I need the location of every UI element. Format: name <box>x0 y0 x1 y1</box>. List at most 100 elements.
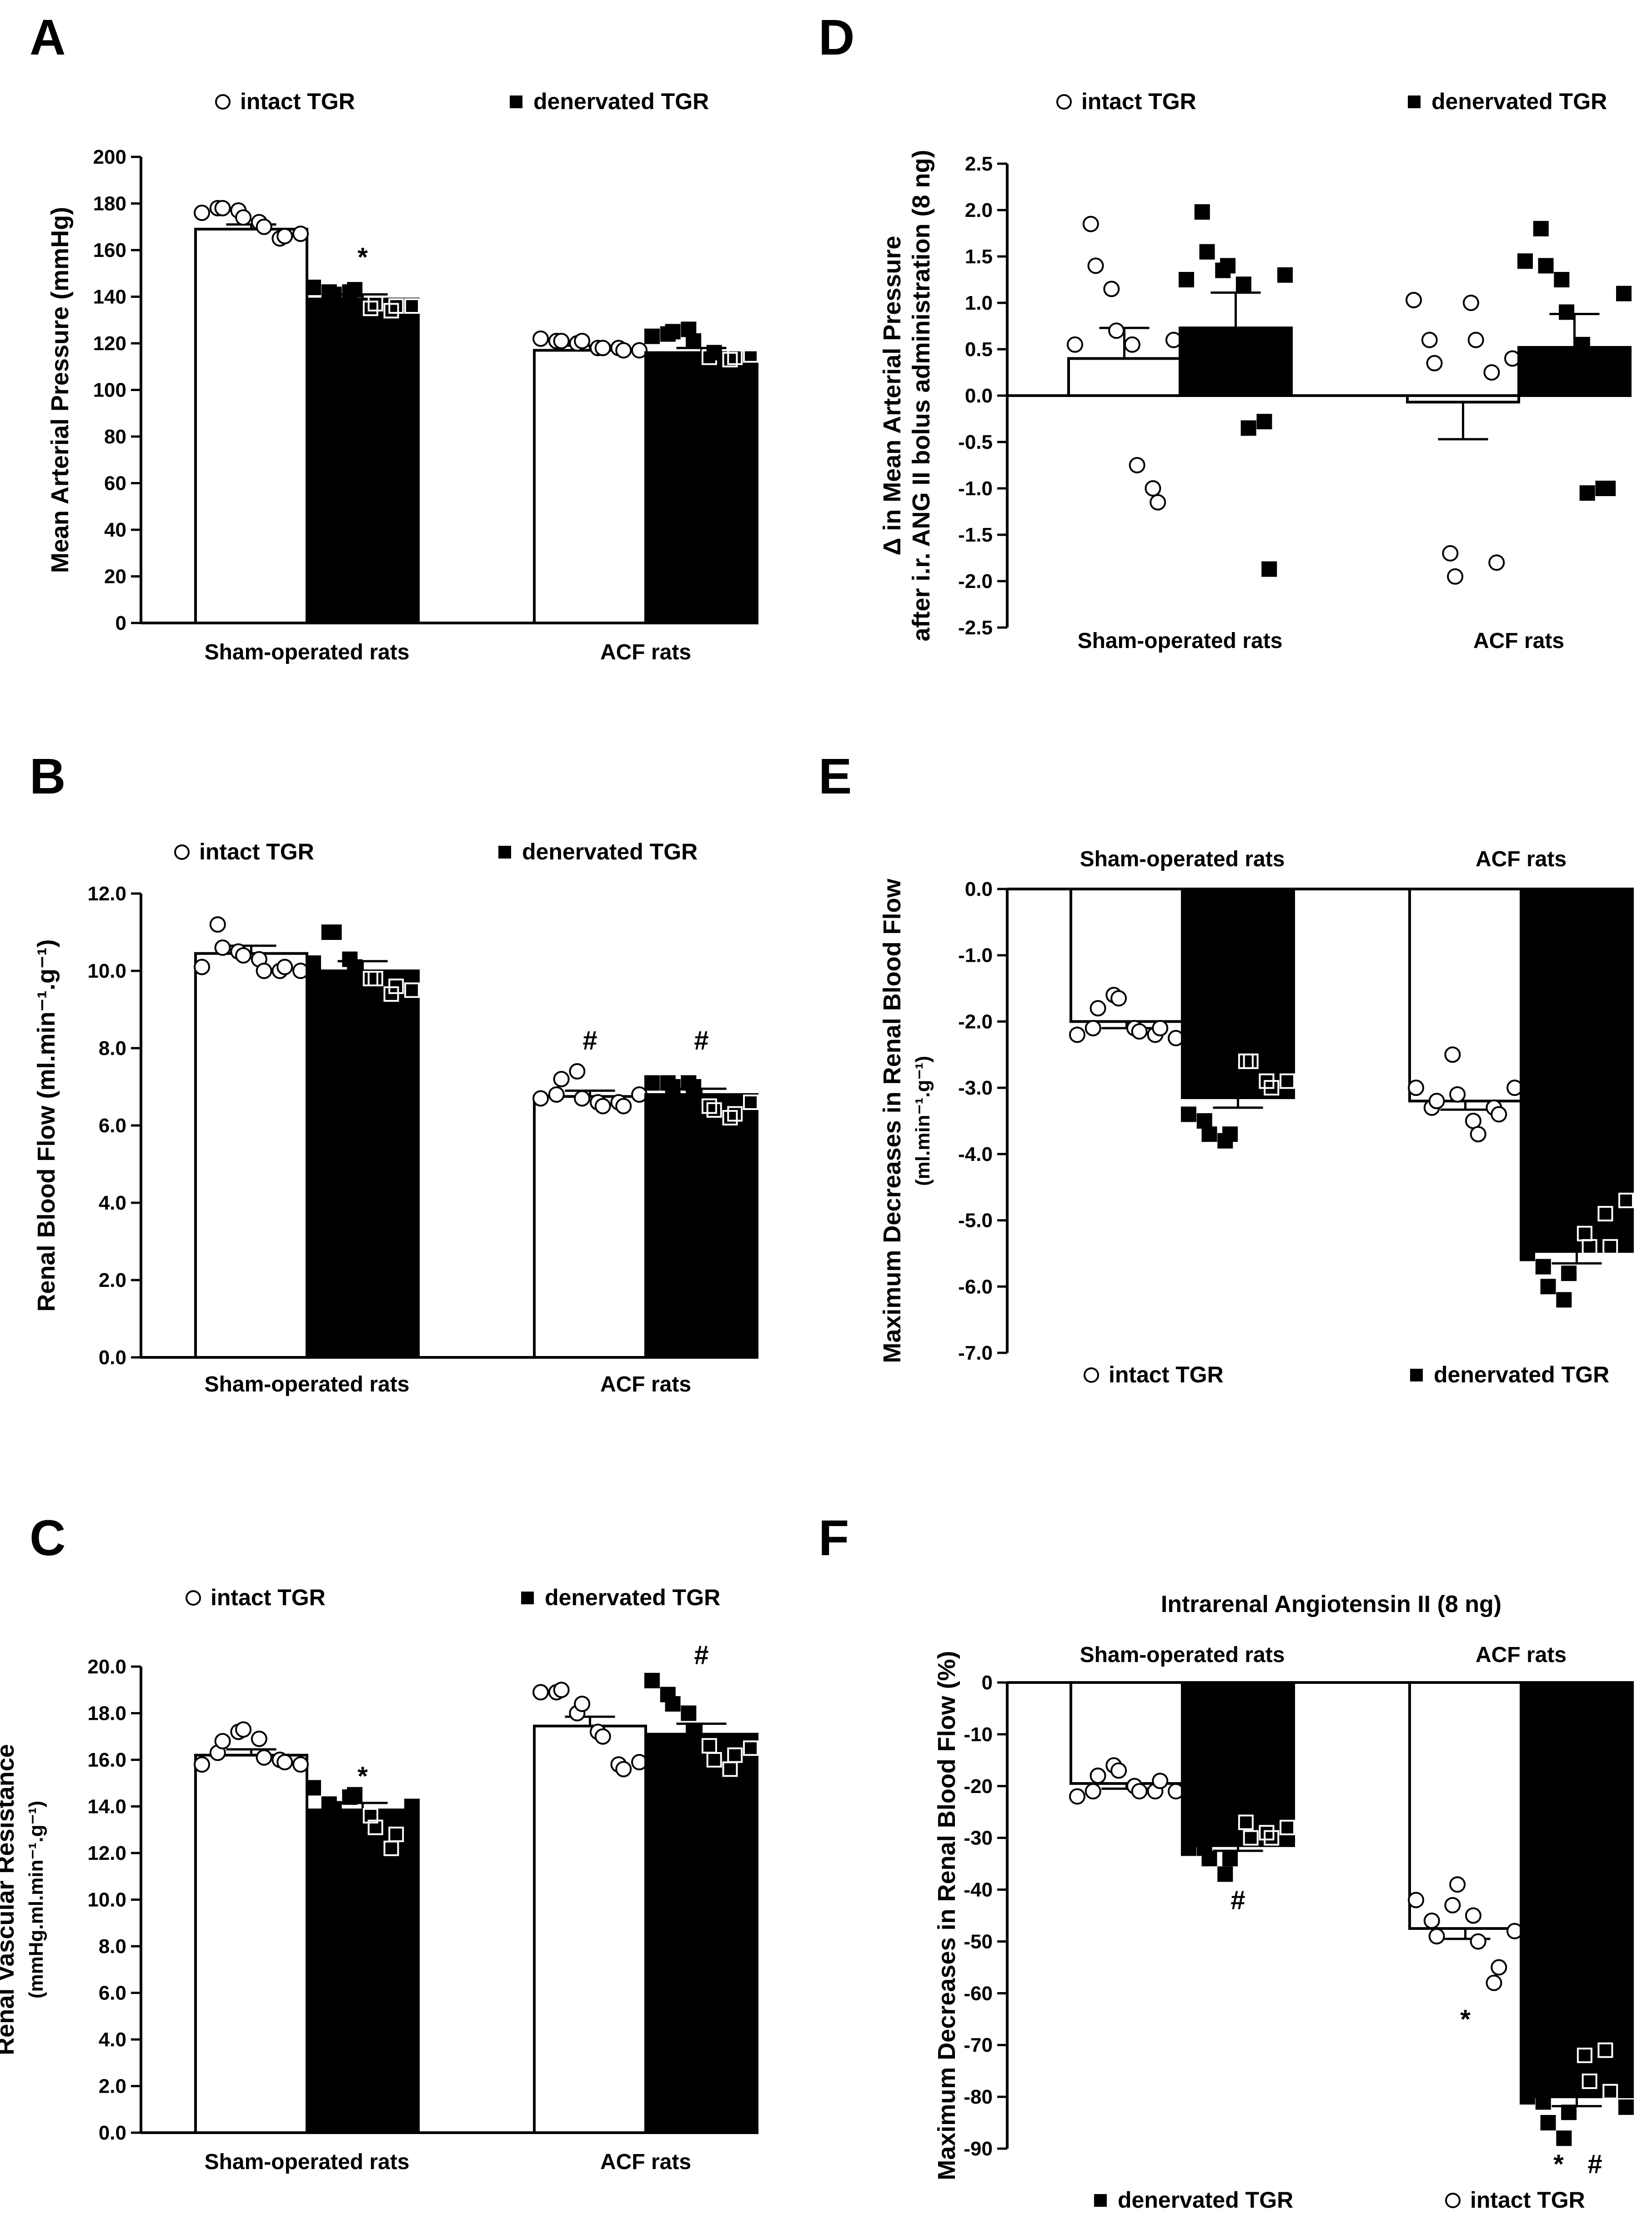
category-label: Sham-operated rats <box>1080 1643 1285 1667</box>
data-point <box>1447 568 1464 585</box>
y-tick-label: 1.5 <box>965 246 993 268</box>
data-point <box>276 959 293 975</box>
y-tick-label: 14.0 <box>87 1796 126 1818</box>
bar <box>194 1753 308 2134</box>
significance-marker: # <box>582 1026 597 1055</box>
category-label: ACF rats <box>1476 847 1567 871</box>
data-point <box>722 1110 738 1125</box>
y-tick-label: -20 <box>964 1775 993 1798</box>
data-point <box>1264 1830 1280 1846</box>
y-tick-label: -80 <box>964 2086 993 2108</box>
legend-filled-square-icon <box>1410 1369 1423 1381</box>
data-point <box>686 1724 702 1740</box>
data-point <box>574 332 591 349</box>
bar <box>194 227 308 624</box>
data-point <box>404 298 420 314</box>
bar <box>1517 346 1632 397</box>
data-point <box>1423 1912 1440 1929</box>
legend-label: intact TGR <box>211 1585 326 1610</box>
data-point <box>404 982 420 998</box>
data-point <box>1465 1907 1481 1924</box>
data-point <box>1280 1073 1295 1089</box>
y-axis-label: (mmHg.ml.min⁻¹.g⁻¹) <box>25 1801 47 1999</box>
legend-label: intact TGR <box>1081 89 1196 114</box>
y-axis-label: Mean Arterial Pressure (mmHg) <box>46 207 74 573</box>
data-point <box>727 1747 743 1763</box>
panel-letter: A <box>30 10 65 65</box>
y-tick-label: -10 <box>964 1723 993 1746</box>
data-point <box>743 1740 758 1756</box>
data-point <box>1131 1783 1148 1800</box>
bar <box>1070 888 1184 1023</box>
legend-label: denervated TGR <box>1118 2187 1293 2213</box>
y-tick-label: -1.0 <box>958 477 993 500</box>
y-tick-label: 40 <box>104 519 126 541</box>
data-point <box>292 226 309 242</box>
bar <box>1408 888 1522 1103</box>
y-tick-label: 0.0 <box>965 878 993 900</box>
data-point <box>1467 331 1484 348</box>
data-point <box>1428 1928 1445 1945</box>
data-point <box>532 1684 549 1701</box>
data-point <box>1085 1783 1101 1800</box>
data-point <box>1199 244 1215 260</box>
data-point <box>362 1808 378 1823</box>
bar <box>1181 888 1295 1099</box>
significance-marker: # <box>694 1026 708 1055</box>
legend-filled-square-icon <box>510 95 522 108</box>
data-point <box>326 924 342 940</box>
significance-marker: * <box>357 1762 368 1791</box>
y-tick-label: 0.0 <box>99 1346 126 1369</box>
bar <box>306 969 420 1359</box>
data-point <box>1181 1106 1196 1122</box>
y-tick-label: 1.0 <box>965 292 993 314</box>
data-point <box>1470 1933 1486 1950</box>
data-point <box>1618 2099 1634 2115</box>
data-point <box>701 1098 717 1114</box>
data-point <box>1444 1046 1461 1063</box>
y-tick-label: 60 <box>104 472 126 495</box>
y-tick-label: -30 <box>964 1827 993 1849</box>
data-point <box>276 1754 293 1771</box>
data-point <box>1535 1259 1551 1275</box>
data-point <box>1520 2089 1535 2105</box>
data-point <box>743 1095 758 1110</box>
y-tick-label: -2.0 <box>958 570 993 593</box>
data-point <box>548 1086 565 1103</box>
data-point <box>1220 258 1236 274</box>
data-point <box>1561 1266 1577 1281</box>
legend-open-circle-icon <box>186 1590 201 1606</box>
data-point <box>1462 295 1479 311</box>
data-point <box>553 1682 570 1698</box>
data-point <box>631 342 648 359</box>
data-point <box>1110 990 1127 1007</box>
data-point <box>1597 2042 1613 2058</box>
data-point <box>251 1730 267 1747</box>
data-point <box>665 1079 681 1095</box>
data-point <box>1069 1788 1085 1805</box>
y-tick-label: 10.0 <box>87 1889 126 1911</box>
data-point <box>1554 272 1570 287</box>
data-point <box>1201 1851 1217 1867</box>
bar <box>1181 1681 1295 1847</box>
data-point <box>256 1749 272 1766</box>
data-point <box>1201 1126 1217 1142</box>
data-point <box>1217 1866 1233 1882</box>
category-label: ACF rats <box>600 1372 691 1396</box>
data-point <box>569 1063 586 1080</box>
data-point <box>594 340 611 357</box>
data-point <box>367 296 383 311</box>
data-point <box>1533 221 1549 236</box>
data-point <box>326 1801 342 1817</box>
y-tick-label: 0.5 <box>965 338 993 361</box>
category-label: ACF rats <box>600 640 691 664</box>
y-tick-label: 120 <box>93 332 126 355</box>
legend-filled-square-icon <box>498 846 511 859</box>
data-point <box>1517 253 1533 269</box>
data-point <box>1559 304 1575 320</box>
bar <box>533 1095 647 1359</box>
data-point <box>1574 337 1590 352</box>
bar <box>1070 1681 1184 1785</box>
data-point <box>1150 494 1166 511</box>
data-point <box>594 1098 611 1115</box>
